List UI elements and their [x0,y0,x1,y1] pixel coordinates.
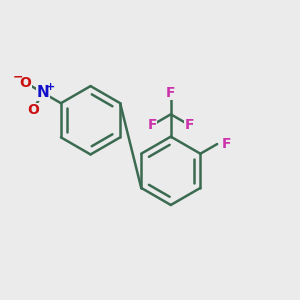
Text: F: F [147,118,157,132]
Text: F: F [166,85,176,100]
Text: −: − [13,71,23,84]
Text: O: O [20,76,32,90]
Text: F: F [222,137,231,151]
Text: +: + [46,82,55,92]
Text: F: F [185,118,194,132]
Text: N: N [37,85,49,100]
Text: O: O [27,103,39,117]
